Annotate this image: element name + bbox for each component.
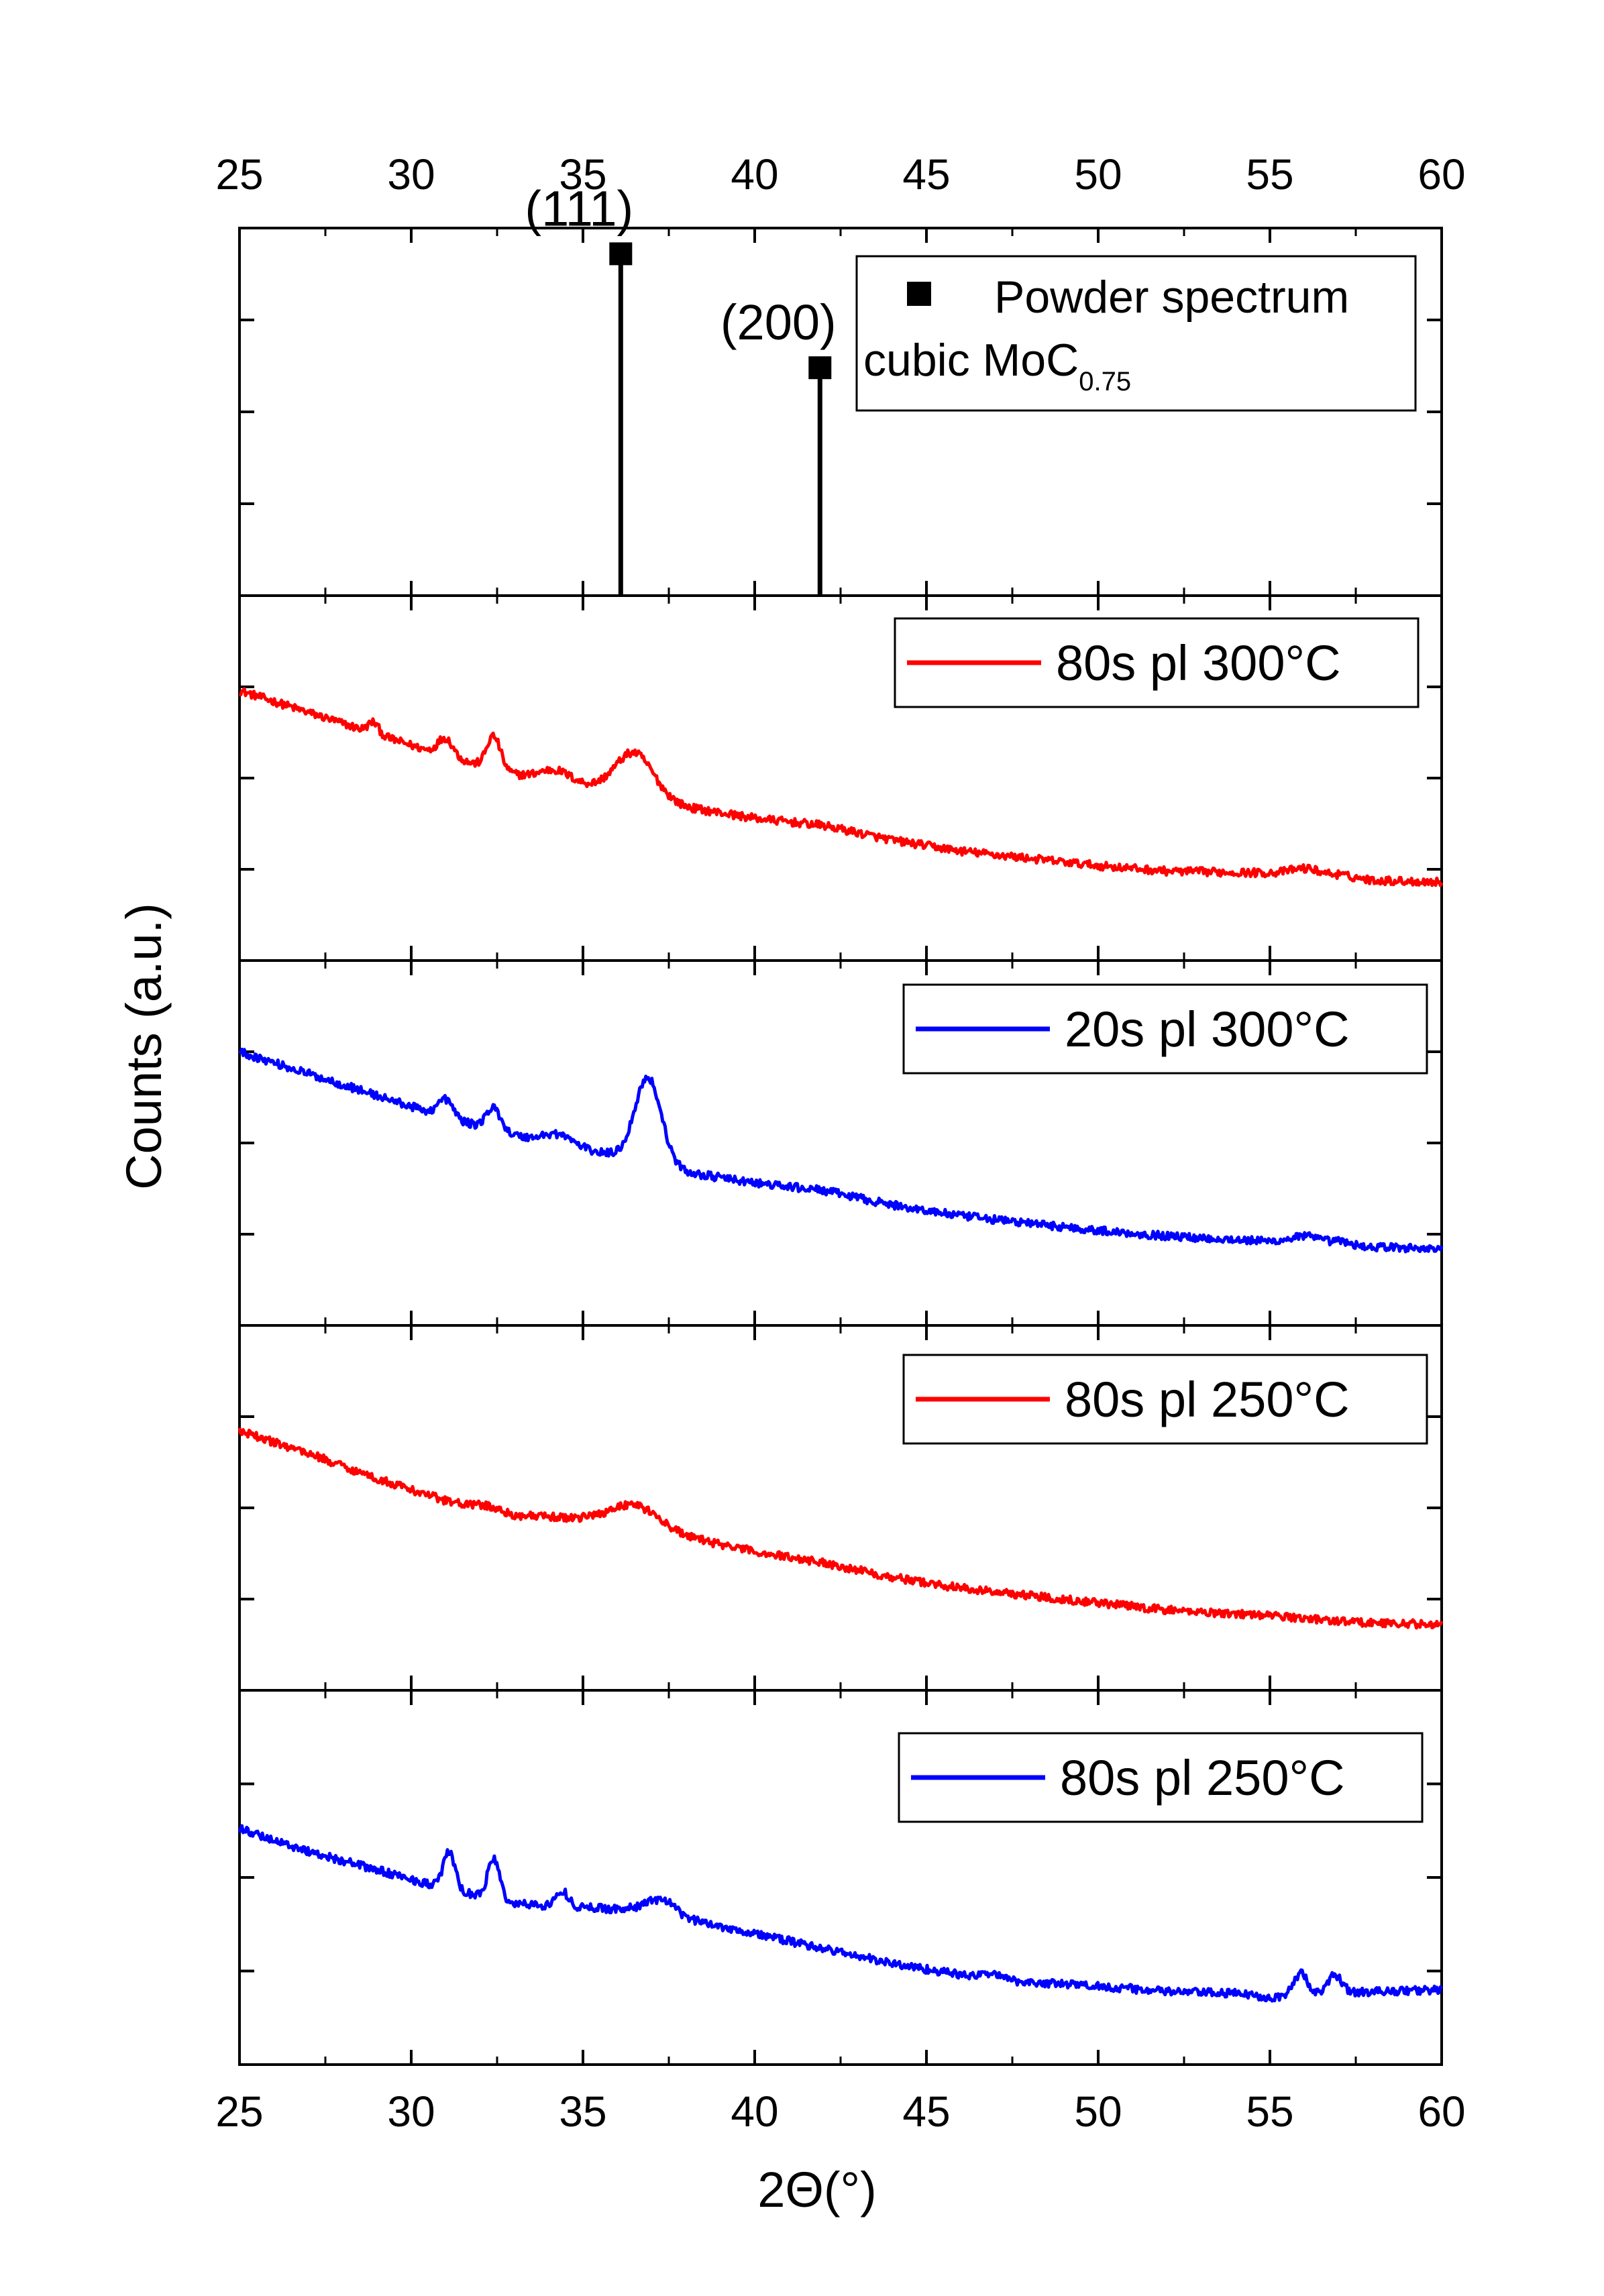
x-tick-label-top: 55: [1246, 150, 1293, 199]
series-line-2: [238, 1047, 1444, 1254]
x-tick-label-bottom: 50: [1074, 2087, 1122, 2136]
legend-text-1: 80s pl 300°C: [1056, 635, 1341, 691]
x-tick-label-top: 30: [387, 150, 435, 199]
y-axis-title: Counts (a.u.): [116, 903, 172, 1190]
x-axis-title: 2Θ(°): [757, 2162, 877, 2218]
legend-marker-square: [907, 282, 931, 306]
x-tick-label-bottom: 25: [215, 2087, 263, 2136]
legend-layer: Powder spectrum cubic MoC0.75 80s pl 300°C…: [855, 255, 1428, 1823]
axes-layer: 25 25 30 30 35 35 40 40 45 45 50 50 55 55 60 60: [215, 150, 1465, 2136]
x-tick-label-top: 25: [215, 150, 263, 199]
x-tick-label-bottom: 45: [902, 2087, 950, 2136]
x-tick-label-top: 35: [559, 150, 606, 199]
x-tick-label-top: 45: [902, 150, 950, 199]
series-line-3: [237, 1427, 1444, 1630]
stem-marker-1: [609, 242, 633, 266]
stem-marker-2: [808, 356, 832, 380]
peak-label-2: (200): [720, 294, 837, 350]
legend-text-4: 80s pl 250°C: [1060, 1750, 1345, 1806]
legend-text-3: 80s pl 250°C: [1065, 1372, 1350, 1427]
legend-text-powder-line2: cubic MoC0.75: [863, 335, 1131, 396]
x-tick-label-bottom: 30: [387, 2087, 435, 2136]
legend-text-powder-line1: Powder spectrum: [994, 272, 1349, 323]
series-layer: (111) (200): [237, 180, 1444, 2003]
peak-label-1: (111): [525, 180, 633, 236]
series-line-4: [237, 1824, 1443, 2003]
x-tick-label-bottom: 60: [1418, 2087, 1465, 2136]
series-line-1: [239, 687, 1444, 887]
x-tick-label-top: 50: [1074, 150, 1122, 199]
x-tick-label-bottom: 35: [559, 2087, 606, 2136]
x-tick-label-bottom: 40: [731, 2087, 778, 2136]
x-tick-label-top: 40: [731, 150, 778, 199]
x-tick-label-top: 60: [1418, 150, 1465, 199]
x-tick-label-bottom: 55: [1246, 2087, 1293, 2136]
legend-box-powder: [855, 255, 1417, 412]
legend-text-2: 20s pl 300°C: [1065, 1001, 1350, 1057]
